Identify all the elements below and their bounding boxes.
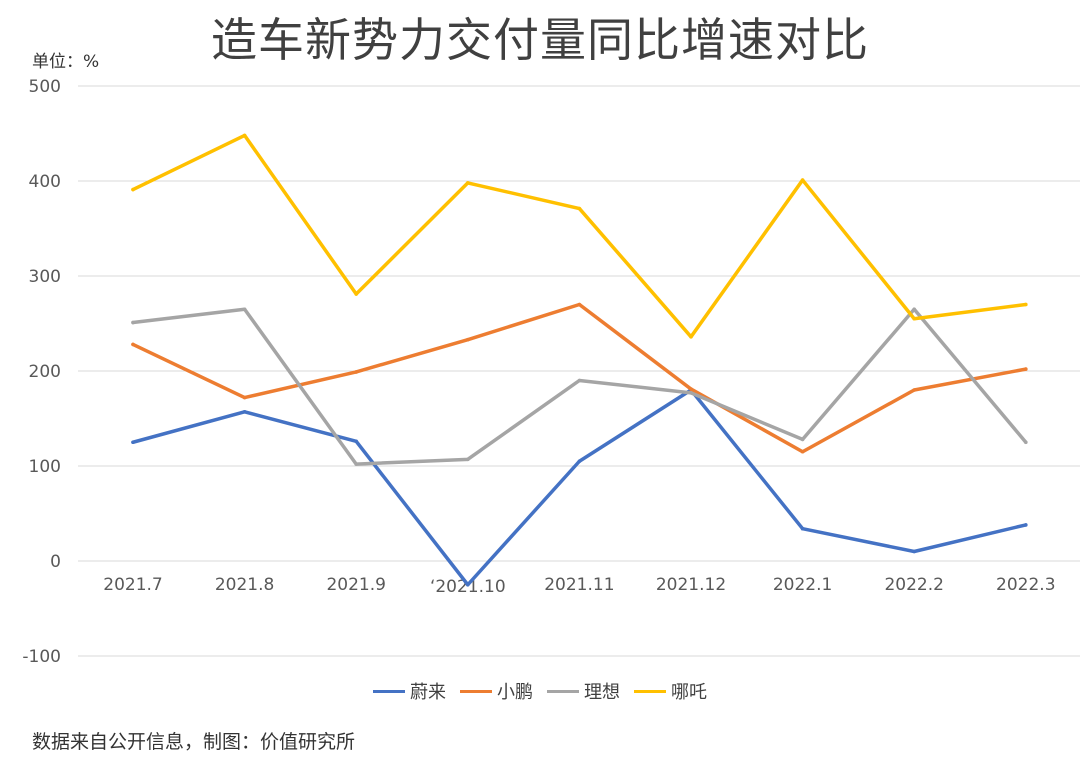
data-point: [131, 187, 135, 192]
y-tick-label: 300: [29, 267, 61, 287]
data-point: [912, 316, 916, 321]
legend-swatch: [634, 689, 666, 693]
data-point: [354, 292, 359, 296]
series-line-1: [131, 302, 1028, 454]
data-point: [577, 302, 582, 307]
data-point: [466, 337, 470, 342]
data-point: [131, 440, 135, 445]
legend-label: 小鹏: [497, 682, 533, 703]
data-point: [1024, 440, 1028, 445]
legend-swatch: [547, 689, 579, 693]
data-point: [689, 387, 693, 391]
legend-swatch: [373, 689, 405, 693]
chart-title: 造车新势力交付量同比增速对比: [211, 13, 869, 67]
x-tick-label: 2021.7: [103, 575, 162, 595]
data-point: [577, 378, 582, 383]
series-lines: [131, 133, 1028, 587]
data-point: [242, 410, 247, 414]
y-tick-label: 100: [29, 457, 61, 477]
x-tick-label: ‘2021.10: [430, 577, 506, 597]
data-point: [466, 457, 470, 462]
data-point: [466, 582, 470, 587]
y-tick-label: 200: [29, 362, 61, 382]
y-tick-label: 400: [29, 172, 61, 192]
data-point: [689, 391, 693, 395]
data-point: [912, 388, 916, 392]
data-point: [354, 462, 359, 466]
legend: 蔚来 小鹏 理想 哪吒: [0, 678, 1080, 704]
x-tick-label: 2021.11: [544, 575, 614, 595]
data-point: [800, 178, 805, 182]
x-tick-label: 2022.3: [996, 575, 1055, 595]
data-point: [466, 181, 470, 185]
data-point: [577, 459, 582, 464]
data-point: [131, 320, 135, 325]
legend-label: 蔚来: [410, 682, 446, 703]
y-tick-label: 0: [50, 552, 61, 572]
data-point: [242, 133, 247, 138]
x-tick-label: 2021.8: [215, 575, 274, 595]
legend-label: 哪吒: [671, 682, 707, 703]
data-point: [354, 439, 359, 444]
data-point: [242, 395, 247, 400]
data-point: [1024, 367, 1028, 371]
source-note: 数据来自公开信息，制图：价值研究所: [32, 731, 356, 753]
legend-item: 理想: [547, 678, 620, 704]
data-point: [912, 307, 916, 312]
legend-item: 小鹏: [460, 678, 533, 704]
x-tick-label: 2022.2: [884, 575, 943, 595]
data-point: [689, 335, 693, 339]
unit-label: 单位：%: [32, 52, 100, 72]
series-line-2: [131, 307, 1028, 466]
data-point: [912, 549, 916, 554]
y-axis-ticks: -100 0 100 200 300 400 500: [22, 77, 61, 667]
x-tick-label: 2022.1: [773, 575, 832, 595]
legend-item: 哪吒: [634, 678, 707, 704]
data-point: [354, 370, 359, 374]
data-point: [800, 437, 805, 442]
legend-swatch: [460, 689, 492, 693]
series-line-0: [131, 388, 1028, 587]
gridlines: [78, 85, 1080, 657]
legend-item: 蔚来: [373, 678, 446, 704]
x-tick-label: 2021.12: [656, 575, 726, 595]
data-point: [242, 307, 247, 312]
data-point: [800, 449, 805, 454]
x-axis-ticks: 2021.7 2021.8 2021.9 ‘2021.10 2021.11 2021.12…: [103, 575, 1055, 597]
data-point: [577, 206, 582, 211]
data-point: [1024, 302, 1028, 307]
y-tick-label: -100: [22, 647, 61, 667]
data-point: [1024, 523, 1028, 527]
x-tick-label: 2021.9: [326, 575, 385, 595]
data-point: [131, 342, 135, 347]
data-point: [800, 526, 805, 531]
legend-label: 理想: [584, 682, 620, 703]
y-tick-label: 500: [29, 77, 61, 97]
